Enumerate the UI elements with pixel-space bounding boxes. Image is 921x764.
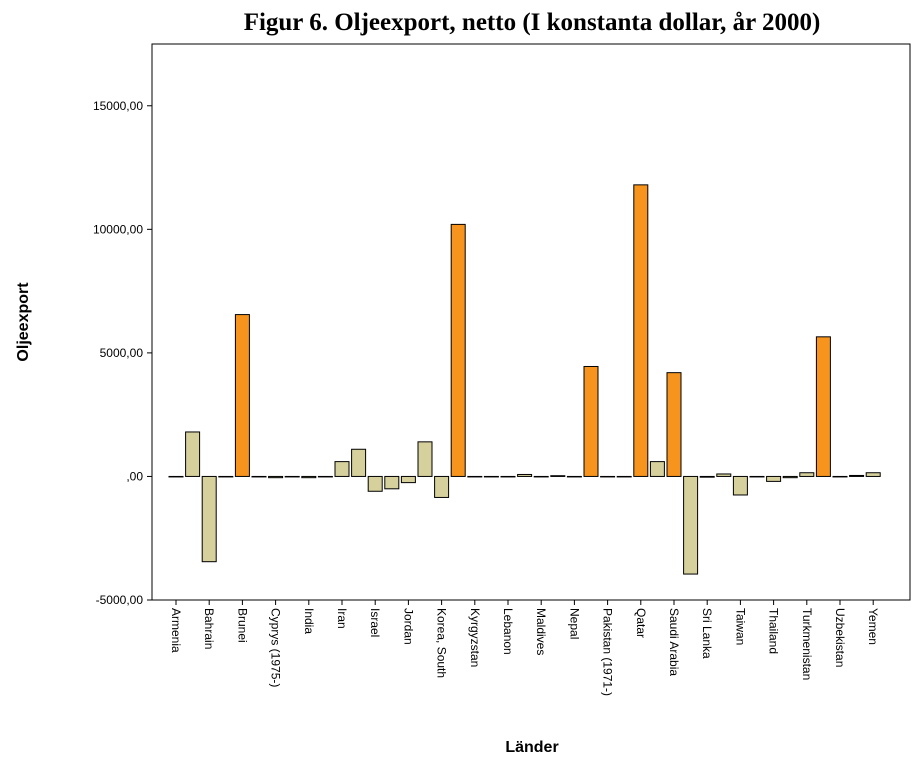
bar — [234, 314, 250, 477]
bar — [400, 475, 416, 484]
bar — [334, 461, 350, 477]
bar — [185, 431, 201, 477]
bar — [533, 475, 549, 478]
bar — [550, 475, 566, 477]
x-tick-label: Korea, South — [435, 608, 449, 678]
y-tick-label: 15000,00 — [93, 99, 143, 113]
x-tick-label: Nepal — [567, 608, 581, 639]
x-tick-label: Kyrgyzstan — [468, 608, 482, 667]
bar — [500, 475, 516, 478]
x-tick-label: Bahrain — [202, 608, 216, 649]
x-tick-label: Sri Lanka — [700, 608, 714, 659]
bar — [201, 475, 217, 563]
x-tick-label: Thailand — [767, 608, 781, 654]
x-tick-label: Taiwan — [733, 608, 747, 645]
bar — [699, 475, 715, 478]
bar — [633, 184, 649, 477]
x-tick-label: Lebanon — [501, 608, 515, 655]
bar — [799, 472, 815, 477]
x-axis-label: Länder — [505, 739, 558, 756]
y-tick-label: 5000,00 — [100, 346, 144, 360]
x-tick-label: Maldives — [534, 608, 548, 655]
bar — [716, 473, 732, 477]
x-tick-label: India — [302, 608, 316, 634]
bar — [450, 223, 466, 477]
bar — [417, 441, 433, 477]
bar — [749, 475, 765, 478]
x-tick-label: Yemen — [866, 608, 880, 645]
y-axis-label: Oljeexport — [15, 282, 32, 362]
plot-frame — [151, 43, 911, 601]
bar — [600, 475, 616, 478]
x-tick-label: Iran — [335, 608, 349, 629]
y-tick-label: -5000,00 — [96, 593, 144, 607]
bar — [284, 475, 300, 478]
bar — [301, 475, 317, 479]
x-tick-label: Brunei — [235, 608, 249, 643]
bar — [649, 461, 665, 477]
bar — [616, 475, 632, 478]
bar — [849, 474, 865, 477]
chart-title: Figur 6. Oljeexport, netto (I konstanta … — [244, 9, 821, 36]
x-tick-label: Israel — [368, 608, 382, 637]
y-tick-label: 10000,00 — [93, 222, 143, 236]
bar — [384, 475, 400, 490]
x-tick-label: Turkmenistan — [800, 608, 814, 680]
x-tick-label: Cyprys (1975-) — [269, 608, 283, 687]
bar — [268, 475, 284, 479]
bar — [434, 475, 450, 498]
bar — [317, 475, 333, 478]
bar — [683, 475, 699, 575]
bar — [666, 372, 682, 477]
bar — [732, 475, 748, 496]
x-tick-label: Qatar — [634, 608, 648, 638]
bar — [566, 475, 582, 478]
x-tick-label: Pakistan (1971-) — [601, 608, 615, 696]
x-tick-label: Armenia — [169, 608, 183, 653]
bar — [251, 475, 267, 478]
bar — [351, 448, 367, 477]
bar — [782, 475, 798, 479]
bar — [483, 475, 499, 478]
x-tick-label: Uzbekistan — [833, 608, 847, 667]
bar — [583, 365, 599, 477]
x-tick-label: Jordan — [401, 608, 415, 645]
x-tick-label: Saudi Arabia — [667, 608, 681, 676]
bar — [367, 475, 383, 492]
bar — [865, 472, 881, 477]
bar — [517, 473, 533, 477]
bar — [467, 475, 483, 478]
bar — [766, 475, 782, 482]
bar — [832, 475, 848, 478]
bar — [168, 475, 184, 478]
y-tick-label: ,00 — [126, 469, 143, 483]
bar — [815, 336, 831, 477]
bar — [218, 475, 234, 478]
